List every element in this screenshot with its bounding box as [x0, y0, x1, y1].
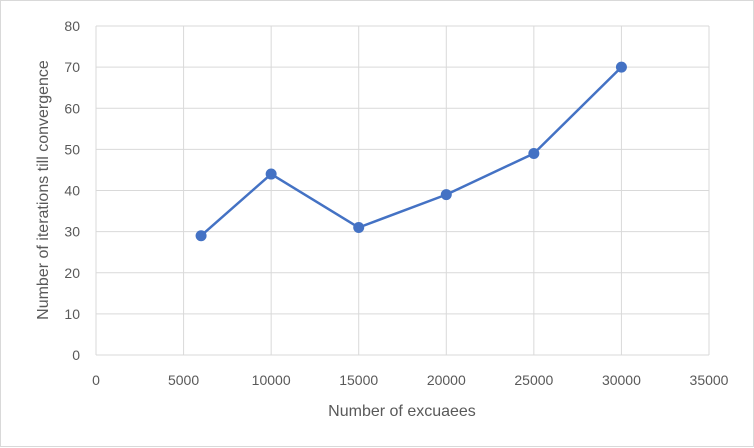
x-tick-label: 5000 [168, 372, 199, 388]
series-line [200, 66, 623, 237]
x-tick-label: 35000 [690, 372, 729, 388]
y-tick-label: 80 [64, 18, 80, 34]
y-tick-label: 20 [64, 265, 80, 281]
y-axis-ticks: 0 10 20 30 40 50 60 70 80 [64, 18, 80, 363]
x-axis-ticks: 0 5000 10000 15000 20000 25000 30000 35000 [92, 372, 729, 388]
x-axis-title: Number of excuaees [328, 403, 476, 420]
x-tick-label: 30000 [602, 372, 641, 388]
y-tick-label: 40 [64, 183, 80, 199]
y-tick-label: 50 [64, 141, 80, 157]
y-axis-title: Number of iterations till convergence [35, 60, 52, 320]
data-point [265, 168, 277, 180]
y-tick-label: 60 [64, 100, 80, 116]
x-tick-label: 0 [92, 372, 100, 388]
series-group [195, 61, 627, 242]
x-tick-label: 15000 [339, 372, 378, 388]
data-point [195, 230, 207, 242]
y-tick-label: 70 [64, 59, 80, 75]
y-tick-label: 30 [64, 224, 80, 240]
data-point [615, 61, 627, 73]
y-tick-label: 0 [72, 347, 80, 363]
x-tick-label: 20000 [427, 372, 466, 388]
gridlines [95, 25, 710, 356]
data-point [353, 222, 365, 234]
x-tick-label: 25000 [514, 372, 553, 388]
data-point [440, 189, 452, 201]
x-tick-label: 10000 [252, 372, 291, 388]
y-tick-label: 10 [64, 306, 80, 322]
data-point [528, 147, 540, 159]
